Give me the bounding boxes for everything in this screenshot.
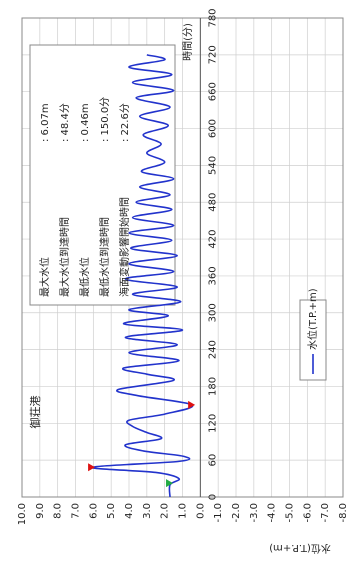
y-tick-label: -5.0 [285,503,296,523]
x-tick-label: 360 [207,266,218,285]
x-tick-label: 540 [207,156,218,175]
y-tick-label: -6.0 [302,503,313,523]
info-value: : 0.46m [80,103,91,142]
y-tick-label: 6.0 [88,503,99,519]
x-tick-label: 120 [207,414,218,433]
y-tick-label: -8.0 [338,503,349,523]
x-tick-label: 420 [207,230,218,249]
info-label: 海面変動影響開始時間 [118,197,131,297]
marker [166,479,174,488]
y-tick-label: -3.0 [249,503,260,523]
x-tick-label: 60 [207,454,218,467]
x-tick-label: 720 [207,45,218,64]
y-tick-label: -1.0 [213,503,224,523]
info-label: 最大水位到達時間 [58,217,71,297]
legend-box [299,299,327,381]
info-label: 最大水位 [38,257,51,297]
y-tick-label: -7.0 [320,503,331,523]
y-tick-label: 10.0 [17,503,28,525]
info-value: : 48.4分 [59,103,71,142]
marker [188,400,196,409]
y-tick-label: 3.0 [142,503,153,519]
x-tick-label: 660 [207,82,218,101]
y-tick-label: 1.0 [178,503,189,519]
y-tick-label: 8.0 [53,503,64,519]
info-value: : 22.6分 [119,103,131,142]
y-tick-label: 7.0 [71,503,82,519]
series-line [91,54,194,498]
info-value: : 150.0分 [99,97,111,142]
chart-title: 御荘港 [28,396,42,429]
marker [88,463,96,472]
y-tick-label: 5.0 [106,503,117,519]
y-tick-label: 4.0 [124,503,135,519]
x-tick-label: 480 [207,193,218,212]
info-box [29,44,176,306]
x-tick-label: 240 [207,340,218,359]
y-tick-label: 9.0 [35,503,46,519]
y-tick-label: -2.0 [231,503,242,523]
x-axis-label: 時間(分) [182,23,194,61]
plot-frame [21,17,344,498]
info-label: 最低水位 [78,257,91,297]
y-tick-label: 2.0 [160,503,171,519]
y-axis-label: 水位(T.P.+m) [269,542,331,555]
info-label: 最低水位到達時間 [98,217,111,297]
y-tick-label: -4.0 [267,503,278,523]
x-tick-label: 600 [207,119,218,138]
y-tick-label: 0.0 [195,503,206,519]
info-value: : 6.07m [40,103,51,142]
x-tick-label: 780 [207,8,218,27]
legend-label: 水位(T.P.+m) [306,288,319,350]
x-tick-label: 0 [207,494,218,500]
x-tick-label: 300 [207,303,218,322]
x-tick-label: 180 [207,377,218,396]
